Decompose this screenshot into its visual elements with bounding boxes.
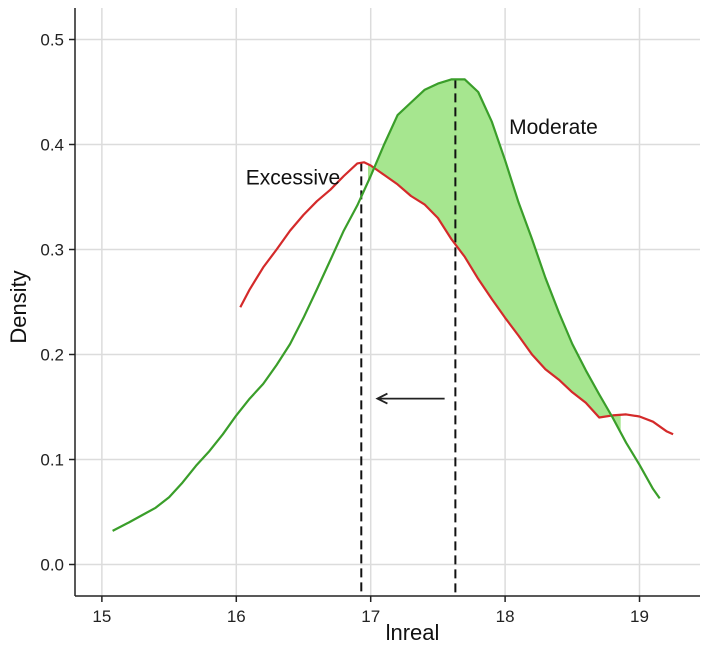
x-axis-title: lnreal: [386, 620, 440, 645]
annotation-excessive: Excessive: [246, 166, 341, 189]
y-tick-label: 0.3: [40, 241, 64, 260]
y-tick-label: 0.5: [40, 31, 64, 50]
series-line-excessive: [239, 161, 674, 436]
shift-arrow: [375, 392, 445, 405]
dashed-reference-lines: [360, 79, 457, 596]
annotation-moderate: Moderate: [509, 116, 598, 139]
arrow-head: [375, 392, 388, 405]
axes-frame: [69, 8, 700, 602]
y-tick-label: 0.1: [40, 451, 64, 470]
x-tick-label: 16: [227, 607, 246, 626]
x-tick-label: 19: [630, 607, 649, 626]
series-annotations: Excessive Moderate: [246, 116, 598, 189]
shaded-difference-region: [368, 79, 621, 433]
x-tick-label: 18: [496, 607, 515, 626]
x-tick-label: 15: [92, 607, 111, 626]
series-line-moderate: [112, 78, 661, 532]
y-tick-label: 0.4: [40, 136, 64, 155]
series-lines: [112, 78, 674, 532]
tick-labels: 15 16 17 18 19 0.0 0.1 0.2 0.3 0.4 0.5: [40, 31, 649, 627]
y-tick-label: 0.0: [40, 556, 64, 575]
grid-lines: [75, 8, 700, 596]
y-tick-label: 0.2: [40, 346, 64, 365]
y-axis-title: Density: [6, 270, 31, 343]
x-tick-label: 17: [361, 607, 380, 626]
